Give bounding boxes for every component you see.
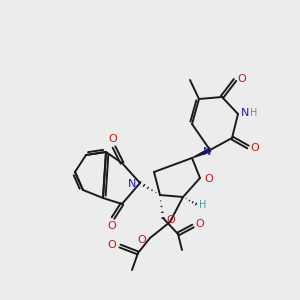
Text: O: O (205, 174, 213, 184)
Text: O: O (138, 235, 146, 245)
Polygon shape (192, 148, 211, 158)
Text: O: O (238, 74, 246, 84)
Text: O: O (167, 215, 176, 225)
Text: N: N (241, 108, 249, 118)
Text: O: O (250, 143, 260, 153)
Text: O: O (108, 221, 116, 231)
Text: O: O (196, 219, 204, 229)
Text: H: H (199, 200, 207, 210)
Text: N: N (203, 147, 211, 157)
Text: O: O (108, 240, 116, 250)
Text: O: O (109, 134, 117, 144)
Text: H: H (250, 108, 258, 118)
Text: N: N (128, 179, 136, 189)
